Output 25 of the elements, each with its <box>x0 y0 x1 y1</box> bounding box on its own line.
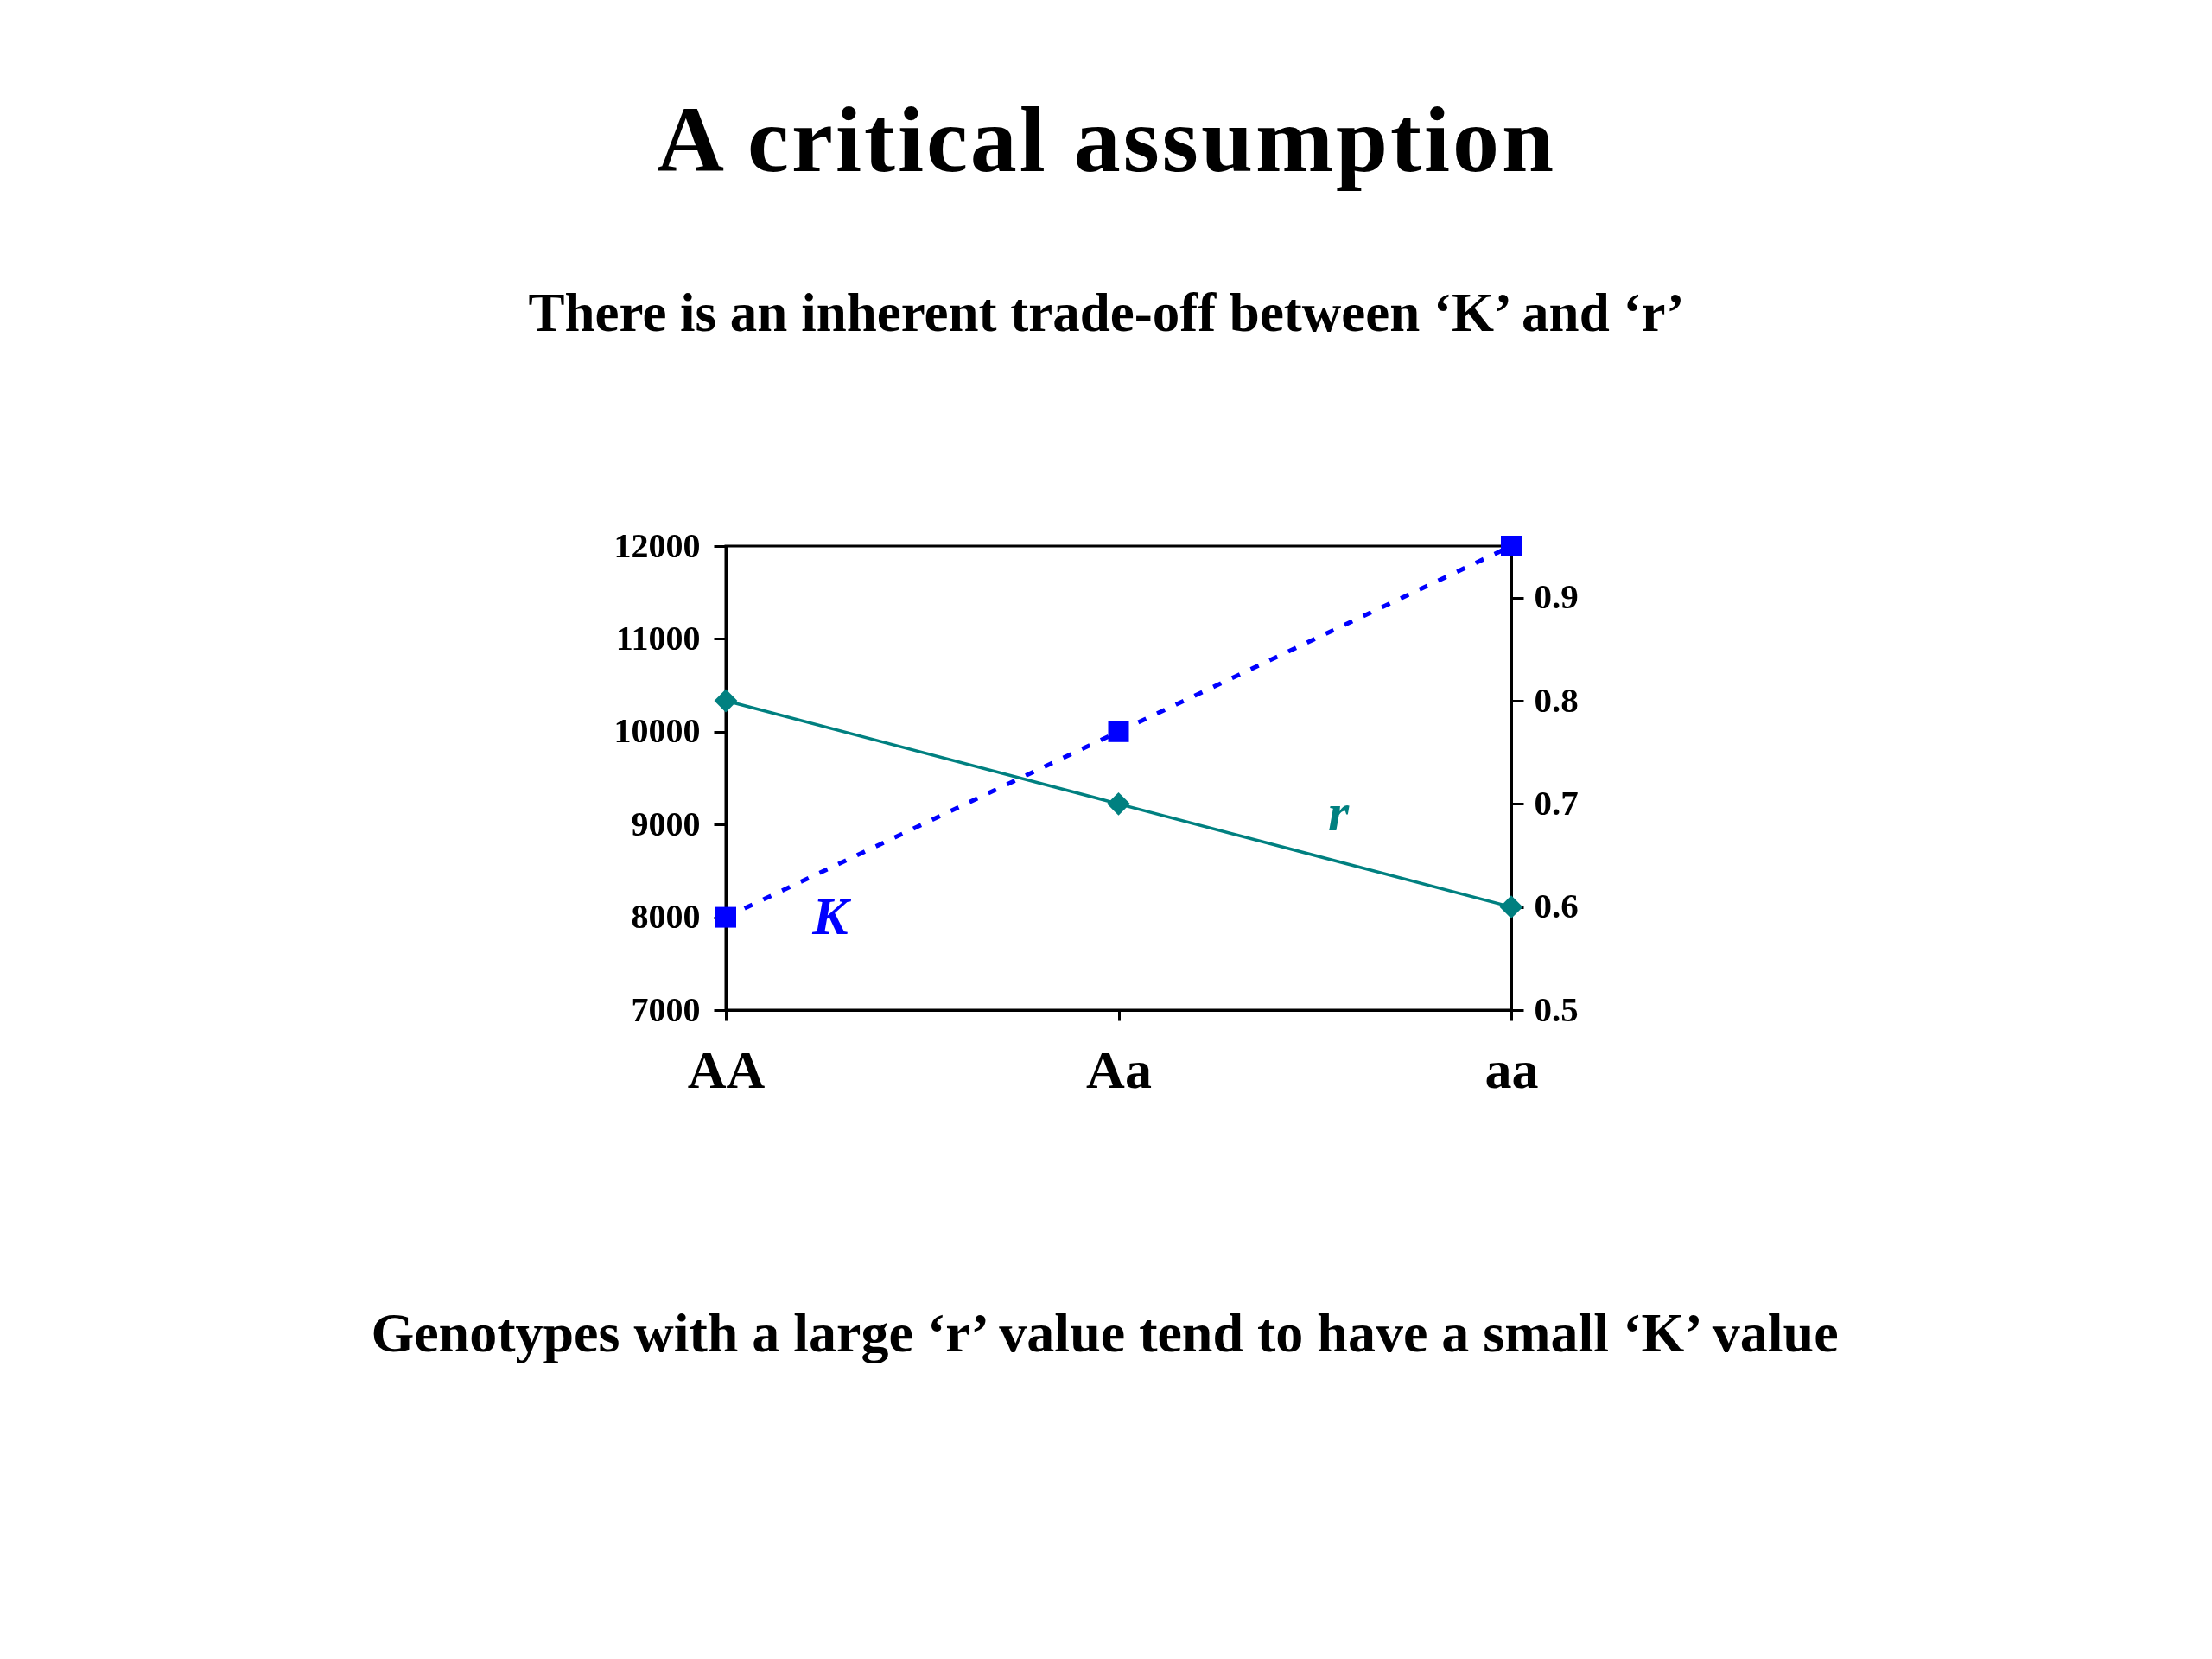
chart-subtitle: There is an inherent trade-off between ‘K’ and ‘r’ <box>528 283 1685 343</box>
y2-tick-label: 0.8 <box>1534 679 1579 720</box>
y-tick-label: 11000 <box>615 618 701 658</box>
point <box>1499 895 1523 919</box>
y-tick-label: 8000 <box>631 897 701 937</box>
series-label: r <box>1327 782 1350 842</box>
y-tick-label: 9000 <box>631 804 701 843</box>
y-tick-label: 10000 <box>613 711 701 751</box>
point <box>715 906 736 928</box>
x-tick-label: AA <box>687 1039 766 1099</box>
chart-title: A critical assumption <box>656 88 1557 191</box>
x-tick-label: Aa <box>1086 1039 1152 1099</box>
y2-tick-label: 0.6 <box>1534 886 1579 926</box>
point <box>1108 721 1129 742</box>
y2-tick-label: 0.7 <box>1534 782 1579 823</box>
y-tick-label: 7000 <box>631 989 701 1029</box>
y-tick-label: 12000 <box>613 525 701 565</box>
x-tick-label: aa <box>1484 1039 1539 1099</box>
point <box>714 689 738 713</box>
point <box>1107 791 1130 816</box>
point <box>1501 536 1522 556</box>
series-label: K <box>811 886 852 945</box>
y2-tick-label: 0.5 <box>1534 988 1579 1029</box>
text: Genotypes with a large ‘r’ value tend to have a small ‘K’ value <box>371 1302 1839 1363</box>
y2-tick-label: 0.9 <box>1534 576 1579 617</box>
